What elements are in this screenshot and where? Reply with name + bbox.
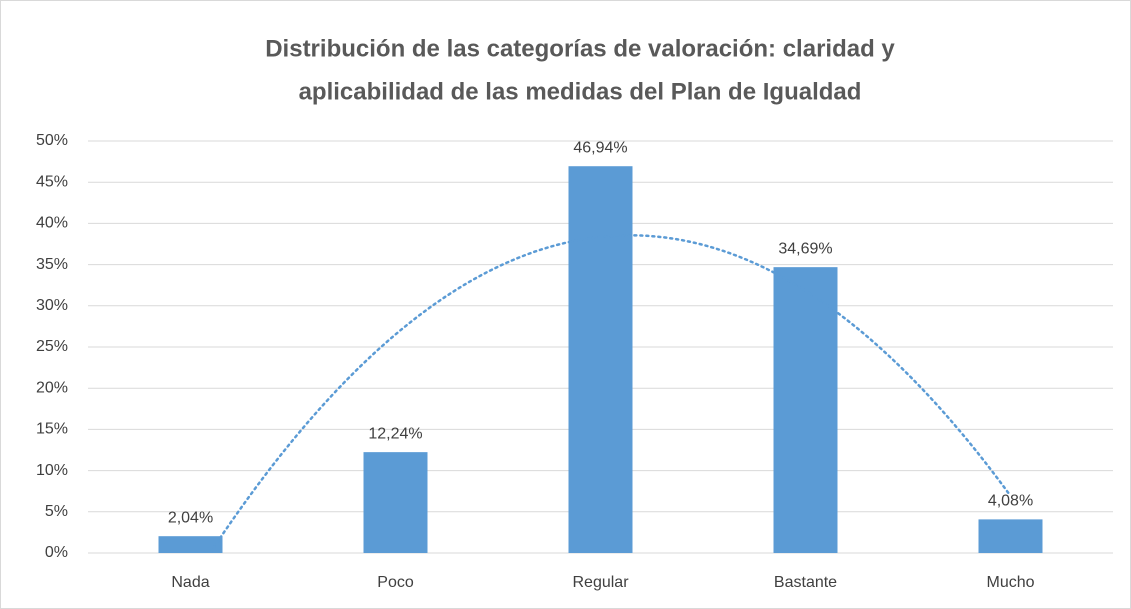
x-tick-label: Nada <box>171 574 209 591</box>
y-tick-label: 45% <box>36 173 68 190</box>
x-tick-label: Poco <box>377 574 414 591</box>
x-tick-label: Bastante <box>774 574 837 591</box>
y-tick-label: 0% <box>45 544 68 561</box>
value-label: 4,08% <box>988 493 1033 510</box>
chart-title: aplicabilidad de las medidas del Plan de… <box>299 78 862 105</box>
y-tick-label: 5% <box>45 503 68 520</box>
trendline <box>208 234 1012 553</box>
y-tick-label: 25% <box>36 338 68 355</box>
bar <box>568 166 633 553</box>
bar <box>158 536 223 553</box>
bar <box>363 452 428 553</box>
bar <box>978 519 1043 553</box>
y-tick-label: 20% <box>36 379 68 396</box>
value-label: 46,94% <box>573 139 627 156</box>
value-label: 12,24% <box>368 425 422 442</box>
y-tick-label: 40% <box>36 215 68 232</box>
chart-title: Distribución de las categorías de valora… <box>265 35 895 62</box>
y-tick-label: 50% <box>36 132 68 149</box>
value-label: 2,04% <box>168 509 213 526</box>
x-tick-label: Mucho <box>986 574 1034 591</box>
y-tick-label: 30% <box>36 297 68 314</box>
value-label: 34,69% <box>778 240 832 257</box>
y-tick-label: 15% <box>36 421 68 438</box>
bar <box>773 267 838 553</box>
y-tick-label: 10% <box>36 462 68 479</box>
x-tick-label: Regular <box>572 574 629 591</box>
y-tick-label: 35% <box>36 256 68 273</box>
